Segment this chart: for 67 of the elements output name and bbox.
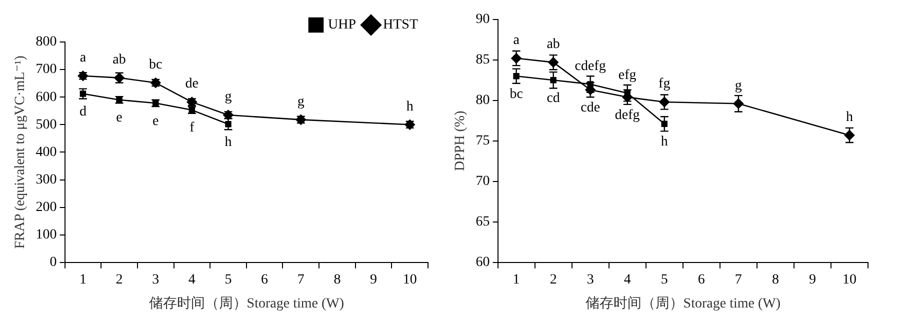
x-tick-label: 10 (402, 272, 417, 288)
y-tick-label: 80 (476, 93, 490, 108)
annotation: bc (510, 86, 523, 102)
annotation: ab (546, 37, 560, 52)
x-tick-label: 9 (808, 272, 816, 288)
y-axis-title: DPPH (%) (453, 110, 468, 172)
y-tick-label: 200 (36, 200, 57, 215)
annotation: fg (658, 76, 670, 92)
x-axis-title: 储存时间（周）Storage time (W) (148, 295, 344, 312)
x-tick-label: 4 (188, 272, 196, 288)
legend-label: HTST (383, 18, 418, 33)
y-tick-label: 400 (36, 144, 57, 160)
x-tick-label: 8 (334, 272, 341, 288)
x-tick-label: 3 (586, 272, 594, 288)
annotation: h (660, 134, 668, 150)
y-tick-label: 0 (50, 255, 57, 270)
x-tick-label: 1 (79, 272, 86, 288)
annotation: ab (112, 52, 126, 68)
y-tick-label: 100 (36, 228, 57, 243)
x-tick-label: 5 (224, 272, 232, 288)
x-tick-label: 10 (842, 272, 856, 288)
x-tick-label: 3 (152, 272, 160, 288)
x-tick-label: 6 (698, 272, 705, 288)
x-tick-label: 8 (772, 272, 779, 288)
annotation: h (224, 134, 232, 150)
annotation: g (297, 94, 304, 110)
y-tick-label: 700 (36, 62, 57, 78)
annotation: h (406, 99, 414, 114)
x-axis-title: 储存时间（周）Storage time (W) (585, 295, 781, 312)
annotation: de (185, 76, 199, 92)
annotation: cd (546, 90, 560, 106)
annotation: g (734, 78, 742, 94)
annotation: h (846, 110, 853, 125)
x-tick-label: 4 (624, 272, 631, 288)
x-tick-label: 9 (370, 272, 378, 288)
x-tick-label: 2 (550, 272, 557, 288)
y-tick-label: 85 (476, 52, 490, 68)
annotation: e (116, 110, 122, 126)
y-tick-label: 600 (36, 90, 57, 105)
annotation: efg (618, 68, 636, 83)
y-axis-title: FRAP (equivalent to μgVC·mL⁻¹) (13, 55, 28, 249)
y-tick-label: 60 (476, 255, 490, 270)
x-tick-label: 1 (512, 272, 520, 288)
x-tick-label: 7 (297, 272, 304, 288)
point (224, 118, 233, 130)
annotation: g (224, 90, 232, 105)
y-tick-label: 90 (476, 12, 490, 28)
x-tick-label: 7 (734, 272, 742, 288)
y-tick-label: 800 (36, 34, 57, 50)
x-tick-label: 2 (116, 272, 123, 288)
annotation: defg (614, 108, 640, 123)
annotation: e (152, 114, 159, 129)
y-tick-label: 300 (36, 172, 57, 188)
x-tick-label: 5 (660, 272, 668, 288)
y-tick-label: 500 (36, 117, 57, 132)
x-tick-label: 6 (261, 272, 268, 288)
y-tick-label: 75 (476, 134, 490, 149)
annotation: cde (580, 100, 600, 116)
y-tick-label: 65 (476, 214, 490, 230)
legend-label: UHP (328, 18, 356, 33)
y-tick-label: 70 (476, 174, 490, 190)
annotation: f (190, 120, 195, 136)
annotation: a (80, 50, 87, 66)
annotation: d (79, 104, 86, 120)
annotation: bc (148, 57, 162, 72)
annotation: cdefg (574, 58, 606, 74)
annotation: a (513, 32, 520, 48)
